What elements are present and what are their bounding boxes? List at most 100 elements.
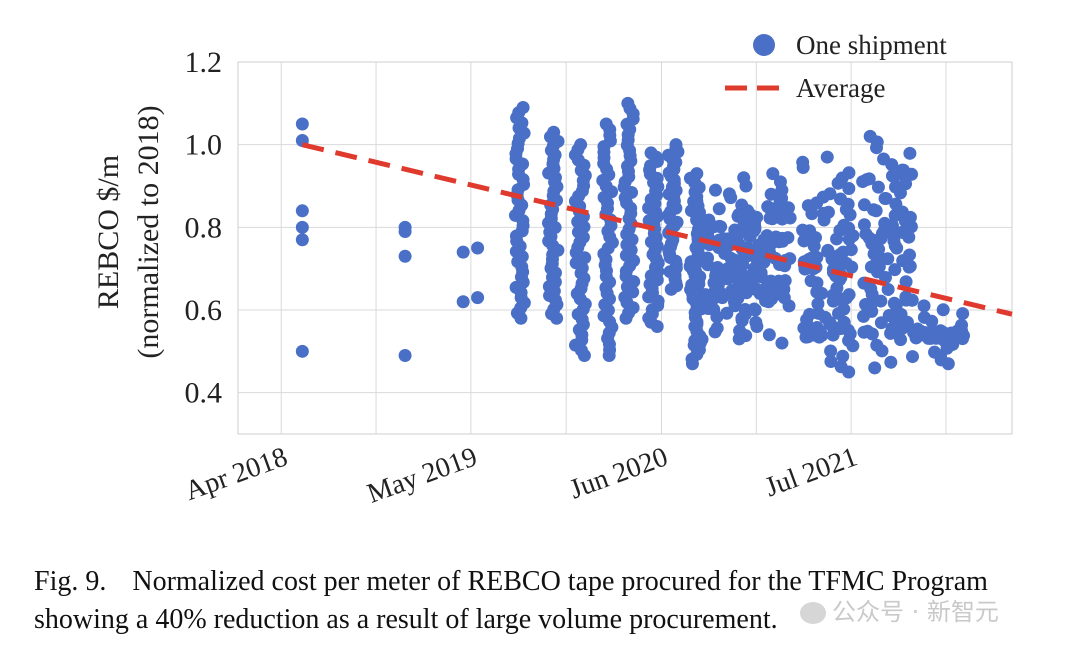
- shipment-point: [952, 325, 966, 339]
- y-tick-label: 0.8: [185, 211, 223, 244]
- shipment-point: [797, 321, 811, 335]
- shipment-point: [887, 170, 901, 184]
- shipment-point: [879, 191, 893, 205]
- shipment-point: [874, 294, 888, 308]
- shipment-point: [824, 344, 838, 358]
- shipment-point: [809, 231, 823, 245]
- x-tick-label: Jul 2021: [761, 441, 862, 503]
- shipment-point: [295, 233, 309, 247]
- shipment-point: [826, 288, 840, 302]
- average-line: [301, 142, 1013, 317]
- shipment-point: [905, 350, 919, 364]
- shipment-point: [695, 332, 709, 346]
- shipment-point: [693, 270, 707, 284]
- shipment-point: [816, 190, 830, 204]
- shipment-point: [737, 171, 751, 185]
- shipment-point: [695, 221, 709, 235]
- shipment-point: [621, 96, 635, 110]
- shipment-point: [753, 266, 767, 280]
- shipment-point: [804, 274, 818, 288]
- shipment-point: [796, 155, 810, 169]
- shipment-point: [833, 192, 847, 206]
- shipment-point: [690, 317, 704, 331]
- shipment-point: [902, 260, 916, 274]
- y-tick-label: 1.0: [185, 129, 223, 162]
- shipment-point: [687, 288, 701, 302]
- shipment-point: [773, 175, 787, 189]
- shipment-point: [877, 152, 891, 166]
- wechat-icon: [800, 602, 826, 624]
- shipment-point: [813, 325, 827, 339]
- figure-caption: Fig. 9. Normalized cost per meter of REBC…: [34, 563, 1064, 639]
- shipment-point: [747, 302, 761, 316]
- shipment-point: [644, 146, 658, 160]
- shipment-point: [599, 117, 613, 131]
- caption-label: Fig. 9.: [34, 566, 107, 597]
- shipment-point: [693, 206, 707, 220]
- shipment-point: [818, 310, 832, 324]
- shipment-point: [516, 100, 530, 114]
- shipment-point: [764, 187, 778, 201]
- shipment-point: [669, 138, 683, 152]
- shipment-point: [759, 281, 773, 295]
- shipment-point: [687, 257, 701, 271]
- shipment-point: [398, 249, 412, 263]
- y-tick-label: 0.6: [185, 294, 223, 327]
- axes: [237, 61, 1013, 435]
- shipment-point: [870, 338, 884, 352]
- shipment-point: [295, 117, 309, 131]
- shipment-point: [917, 299, 931, 313]
- shipment-points: [295, 96, 971, 379]
- shipment-point: [867, 247, 881, 261]
- shipment-point: [749, 282, 763, 296]
- shipment-point: [882, 309, 896, 323]
- average-line-group: [301, 142, 1013, 317]
- shipment-point: [820, 150, 834, 164]
- shipment-point: [899, 177, 913, 191]
- shipment-point: [890, 241, 904, 255]
- shipment-point: [859, 297, 873, 311]
- shipment-point: [712, 202, 726, 216]
- shipment-point: [863, 129, 877, 143]
- shipment-point: [456, 245, 470, 259]
- y-tick-labels: 0.4 0.6 0.8 1.0 1.2: [185, 46, 223, 410]
- y-tick-label: 1.2: [185, 46, 223, 79]
- shipment-point: [739, 286, 753, 300]
- shipment-point: [690, 194, 704, 208]
- shipment-point: [830, 232, 844, 246]
- shipment-point: [864, 260, 878, 274]
- shipment-point: [860, 173, 874, 187]
- shipment-point: [877, 223, 891, 237]
- x-tick-labels: Apr 2018 May 2019 Jun 2020 Jul 2021: [181, 441, 862, 509]
- shipment-point: [857, 218, 871, 232]
- shipment-point: [766, 167, 780, 181]
- shipment-point: [547, 125, 561, 139]
- shipment-point: [765, 292, 779, 306]
- shipment-point: [701, 251, 715, 265]
- shipment-point: [811, 297, 825, 311]
- shipment-point: [956, 307, 970, 321]
- shipment-point: [772, 277, 786, 291]
- shipment-point: [810, 250, 824, 264]
- shipment-point: [857, 198, 871, 212]
- shipment-point: [842, 166, 856, 180]
- x-tick-label: Apr 2018: [181, 441, 292, 507]
- x-tick-label: Jun 2020: [566, 441, 672, 505]
- shipment-point: [817, 206, 831, 220]
- shipment-point: [889, 208, 903, 222]
- shipment-point: [690, 167, 704, 181]
- shipment-point: [903, 248, 917, 262]
- shipment-point: [775, 231, 789, 245]
- shipment-point: [887, 296, 901, 310]
- plot-frame: [237, 61, 1013, 435]
- shipment-point: [295, 344, 309, 358]
- shipment-point: [936, 303, 950, 317]
- y-axis-label-line2: (normalized to 2018): [132, 105, 165, 358]
- shipment-point: [884, 355, 898, 369]
- shipment-point: [834, 360, 848, 374]
- shipment-point: [836, 349, 850, 363]
- shipment-point: [869, 204, 883, 218]
- shipment-point: [295, 220, 309, 234]
- shipment-point: [842, 232, 856, 246]
- shipment-point: [888, 263, 902, 277]
